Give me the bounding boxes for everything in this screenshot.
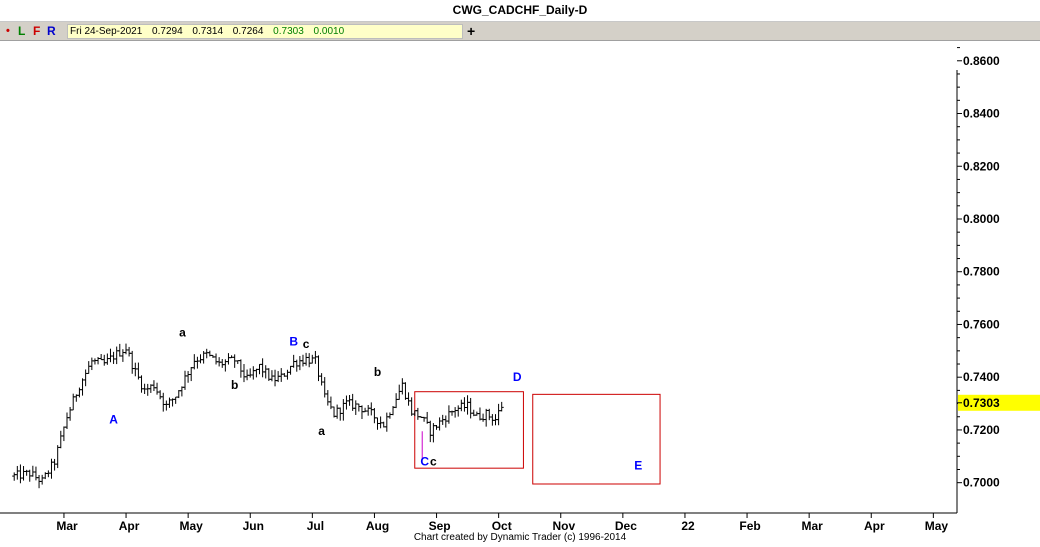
wave-label: b [374, 365, 381, 379]
x-tick-label: Feb [739, 519, 760, 533]
y-tick-label: 0.7200 [963, 423, 1000, 437]
quote-change: 0.0010 [313, 26, 345, 37]
wave-label: C [420, 455, 429, 469]
projection-box [532, 393, 661, 485]
x-tick-label: Mar [56, 519, 78, 533]
toolbar: • L F R Fri 24-Sep-2021 0.7294 0.7314 0.… [0, 22, 1040, 41]
wave-label: c [303, 337, 310, 351]
toolbar-button-f[interactable]: F [33, 24, 41, 38]
wave-label: A [109, 412, 118, 426]
x-tick-label: Jun [243, 519, 264, 533]
y-tick-label: 0.7800 [963, 265, 1000, 279]
x-tick-label: Sep [429, 519, 451, 533]
x-tick-label: Apr [119, 519, 140, 533]
quote-low: 0.7264 [232, 26, 264, 37]
x-tick-label: Apr [864, 519, 885, 533]
y-tick-label: 0.8200 [963, 159, 1000, 173]
title-bar: CWG_CADCHF_Daily-D [0, 0, 1040, 22]
x-tick-label: May [925, 519, 949, 533]
y-tick-label: 0.8600 [963, 54, 1000, 68]
x-tick-label: Oct [492, 519, 512, 533]
toolbar-button-l[interactable]: L [18, 24, 26, 38]
x-tick-label: Jul [307, 519, 324, 533]
last-price-label: 0.7303 [963, 396, 1000, 410]
quote-close: 0.7303 [273, 26, 304, 37]
last-price-marker [958, 394, 1040, 411]
wave-label: B [289, 335, 298, 349]
wave-label: D [513, 370, 522, 384]
add-symbol-button[interactable]: + [467, 23, 476, 39]
x-tick-label: 22 [681, 519, 695, 533]
quote-high: 0.7314 [192, 26, 224, 37]
y-tick-label: 0.7600 [963, 317, 1000, 331]
wave-label: E [634, 458, 642, 472]
status-dot-icon: • [6, 25, 10, 37]
toolbar-button-r[interactable]: R [47, 24, 56, 38]
wave-label: a [179, 325, 186, 339]
wave-label: a [318, 424, 325, 438]
x-tick-label: Mar [802, 519, 824, 533]
y-tick-label: 0.7000 [963, 476, 1000, 490]
x-tick-label: May [180, 519, 204, 533]
x-tick-label: Aug [366, 519, 389, 533]
y-tick-label: 0.8400 [963, 107, 1000, 121]
y-tick-label: 0.8000 [963, 212, 1000, 226]
wave-label: b [231, 378, 238, 392]
projection-box [414, 391, 524, 469]
quote-open: 0.7294 [152, 26, 183, 37]
x-tick-label: Dec [615, 519, 637, 533]
x-tick-label: Nov [552, 519, 575, 533]
quote-readout: Fri 24-Sep-2021 0.7294 0.7314 0.7264 0.7… [67, 24, 463, 39]
chart-credit: Chart created by Dynamic Trader (c) 1996… [413, 532, 627, 543]
y-tick-label: 0.7400 [963, 370, 1000, 384]
chart-title: CWG_CADCHF_Daily-D [452, 3, 588, 17]
wave-label: c [430, 455, 437, 469]
quote-date: Fri 24-Sep-2021 [70, 26, 143, 37]
